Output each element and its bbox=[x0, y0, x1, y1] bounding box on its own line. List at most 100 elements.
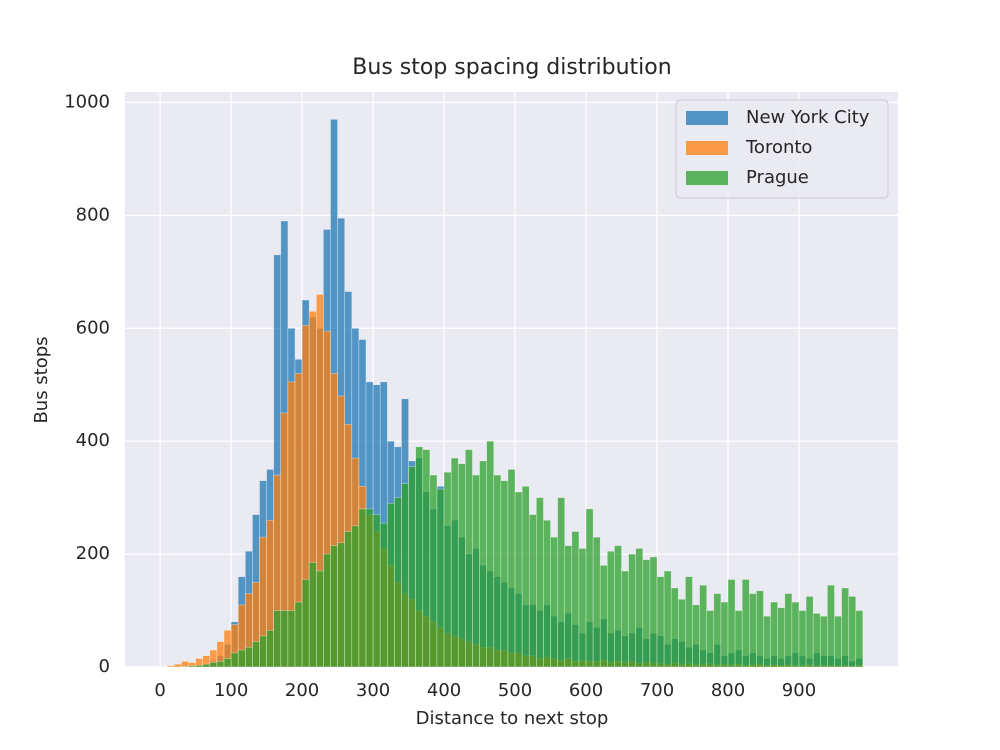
histogram-bar bbox=[656, 576, 665, 668]
histogram-bar bbox=[379, 522, 388, 668]
histogram-bar bbox=[245, 646, 253, 668]
x-tick-label: 200 bbox=[285, 680, 319, 701]
histogram-bar bbox=[819, 615, 828, 668]
histogram-bar bbox=[394, 497, 402, 668]
histogram-bar bbox=[507, 469, 516, 668]
histogram-bar bbox=[670, 587, 679, 668]
histogram-bar bbox=[457, 463, 466, 668]
y-tick-label: 800 bbox=[76, 204, 110, 225]
histogram-bar bbox=[756, 590, 764, 668]
histogram-bar bbox=[174, 663, 182, 668]
y-axis-label: Bus stops bbox=[31, 336, 52, 423]
histogram-bar bbox=[841, 587, 849, 668]
histogram-bar bbox=[337, 542, 345, 668]
y-tick-label: 600 bbox=[76, 317, 110, 338]
histogram-bar bbox=[798, 610, 807, 668]
histogram-bar bbox=[493, 474, 502, 668]
histogram-bar bbox=[365, 508, 374, 668]
histogram-bar bbox=[585, 508, 594, 668]
histogram-bar bbox=[315, 570, 324, 668]
histogram-bar bbox=[543, 519, 551, 668]
histogram-bar bbox=[216, 661, 225, 668]
histogram-bar bbox=[237, 649, 246, 668]
histogram-bar bbox=[450, 457, 459, 668]
histogram-bar bbox=[259, 635, 267, 668]
histogram-bar bbox=[195, 665, 204, 668]
histogram-bar bbox=[649, 556, 658, 668]
histogram-bar bbox=[429, 474, 438, 668]
histogram-bar bbox=[763, 615, 771, 668]
histogram-bar bbox=[287, 610, 296, 668]
histogram-bar bbox=[294, 601, 303, 668]
histogram-bar bbox=[557, 497, 566, 668]
y-tick-label: 0 bbox=[99, 656, 110, 677]
histogram-bar bbox=[692, 604, 700, 668]
histogram-bar bbox=[401, 483, 409, 668]
histogram-bar bbox=[727, 579, 736, 668]
histogram-bar bbox=[436, 488, 445, 668]
histogram-bar bbox=[308, 562, 317, 668]
histogram-bar bbox=[628, 553, 637, 668]
x-tick-label: 700 bbox=[640, 680, 674, 701]
histogram-bar bbox=[500, 480, 509, 668]
y-tick-label: 200 bbox=[76, 543, 110, 564]
histogram-bar bbox=[514, 491, 523, 668]
legend-label: Prague bbox=[746, 167, 809, 188]
legend-label: Toronto bbox=[745, 137, 812, 158]
x-tick-label: 100 bbox=[214, 680, 248, 701]
histogram-bar bbox=[465, 449, 473, 668]
x-tick-label: 300 bbox=[356, 680, 390, 701]
legend-swatch bbox=[686, 111, 728, 125]
histogram-bar bbox=[536, 497, 544, 668]
y-tick-label: 400 bbox=[76, 430, 110, 451]
histogram-bar bbox=[791, 601, 800, 668]
histogram-bar bbox=[202, 663, 211, 668]
x-tick-label: 800 bbox=[711, 680, 745, 701]
histogram-bar bbox=[223, 658, 232, 668]
x-axis-label: Distance to next stop bbox=[416, 708, 609, 729]
x-tick-label: 0 bbox=[154, 680, 165, 701]
histogram-bar bbox=[599, 565, 608, 668]
histogram-bar bbox=[188, 665, 196, 668]
histogram-bar bbox=[592, 536, 601, 668]
histogram-bar bbox=[472, 474, 480, 668]
histogram-bar bbox=[564, 545, 573, 668]
histogram-bar bbox=[834, 615, 842, 668]
histogram-bar bbox=[252, 641, 260, 668]
histogram-bar bbox=[855, 610, 864, 668]
histogram-bar bbox=[372, 514, 381, 668]
legend-swatch bbox=[686, 171, 728, 185]
histogram-bar bbox=[635, 548, 644, 668]
histogram-bar bbox=[280, 610, 289, 668]
histogram-bar bbox=[784, 593, 793, 668]
histogram-bar bbox=[663, 570, 672, 668]
histogram-bar bbox=[777, 607, 786, 668]
histogram-bar bbox=[578, 548, 587, 668]
histogram-bar bbox=[770, 601, 778, 668]
histogram-bar bbox=[521, 486, 530, 668]
histogram-bar bbox=[827, 584, 835, 668]
x-tick-label: 900 bbox=[782, 680, 816, 701]
histogram-bar bbox=[358, 508, 367, 668]
histogram-bar bbox=[422, 449, 431, 668]
legend-box bbox=[675, 99, 889, 199]
histogram-bar bbox=[344, 531, 353, 668]
histogram-bar bbox=[720, 601, 729, 668]
histogram-bar bbox=[209, 662, 218, 668]
histogram-bar bbox=[678, 598, 686, 668]
histogram-bar bbox=[607, 550, 615, 668]
x-tick-label: 600 bbox=[569, 680, 603, 701]
histogram-bar bbox=[734, 610, 743, 668]
x-tick-label: 400 bbox=[427, 680, 461, 701]
histogram-bar bbox=[323, 553, 331, 668]
histogram-bar bbox=[230, 652, 239, 668]
histogram-bar bbox=[621, 570, 629, 668]
histogram-bar bbox=[699, 584, 708, 668]
x-tick-label: 500 bbox=[498, 680, 532, 701]
histogram-bar bbox=[301, 579, 310, 668]
histogram-bar bbox=[266, 630, 275, 668]
histogram-bar bbox=[351, 525, 360, 668]
histogram-bar bbox=[408, 466, 416, 668]
histogram-bar bbox=[748, 593, 757, 668]
histogram-bar bbox=[571, 531, 580, 668]
